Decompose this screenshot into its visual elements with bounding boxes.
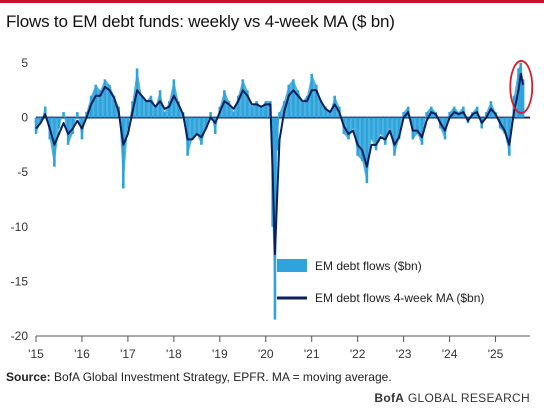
highlight-circle bbox=[509, 60, 534, 114]
x-tick-label: '16 bbox=[74, 347, 90, 361]
legend-swatch-weekly bbox=[277, 259, 307, 272]
x-tick-label: '21 bbox=[304, 347, 320, 361]
source-note: Source: BofA Global Investment Strategy,… bbox=[6, 370, 392, 384]
y-tick-label: -20 bbox=[11, 329, 29, 343]
source-label: Source: bbox=[6, 370, 51, 384]
legend-label-weekly: EM debt flows ($bn) bbox=[315, 259, 422, 273]
x-tick-label: '22 bbox=[350, 347, 366, 361]
legend-label-ma: EM debt flows 4-week MA ($bn) bbox=[315, 291, 484, 305]
y-tick-label: -10 bbox=[11, 220, 29, 234]
y-tick-label: -15 bbox=[11, 274, 29, 288]
ma-line bbox=[35, 72, 525, 256]
x-tick-label: '17 bbox=[120, 347, 136, 361]
y-tick-label: 5 bbox=[21, 56, 28, 70]
y-tick-label: -5 bbox=[17, 165, 28, 179]
y-tick-label: 0 bbox=[21, 111, 28, 125]
brand-rest: GLOBAL RESEARCH bbox=[404, 391, 530, 405]
x-tick-label: '19 bbox=[212, 347, 228, 361]
brand-footer: BofA GLOBAL RESEARCH bbox=[374, 391, 530, 405]
brand-bofa: BofA bbox=[374, 391, 405, 405]
x-tick-label: '25 bbox=[488, 347, 504, 361]
top-accent-rule bbox=[0, 0, 544, 3]
source-text: BofA Global Investment Strategy, EPFR. M… bbox=[50, 370, 392, 384]
chart-title: Flows to EM debt funds: weekly vs 4-week… bbox=[6, 12, 395, 31]
chart-svg: 5 0 -5 -10 -15 -20 '15 '16 '17 '18 '19 '20 '21 '22 '23… bbox=[11, 56, 534, 361]
x-tick-label: '15 bbox=[28, 347, 44, 361]
x-tick-label: '23 bbox=[396, 347, 412, 361]
x-tick-label: '20 bbox=[258, 347, 274, 361]
x-tick-label: '18 bbox=[166, 347, 182, 361]
x-tick-label: '24 bbox=[442, 347, 458, 361]
